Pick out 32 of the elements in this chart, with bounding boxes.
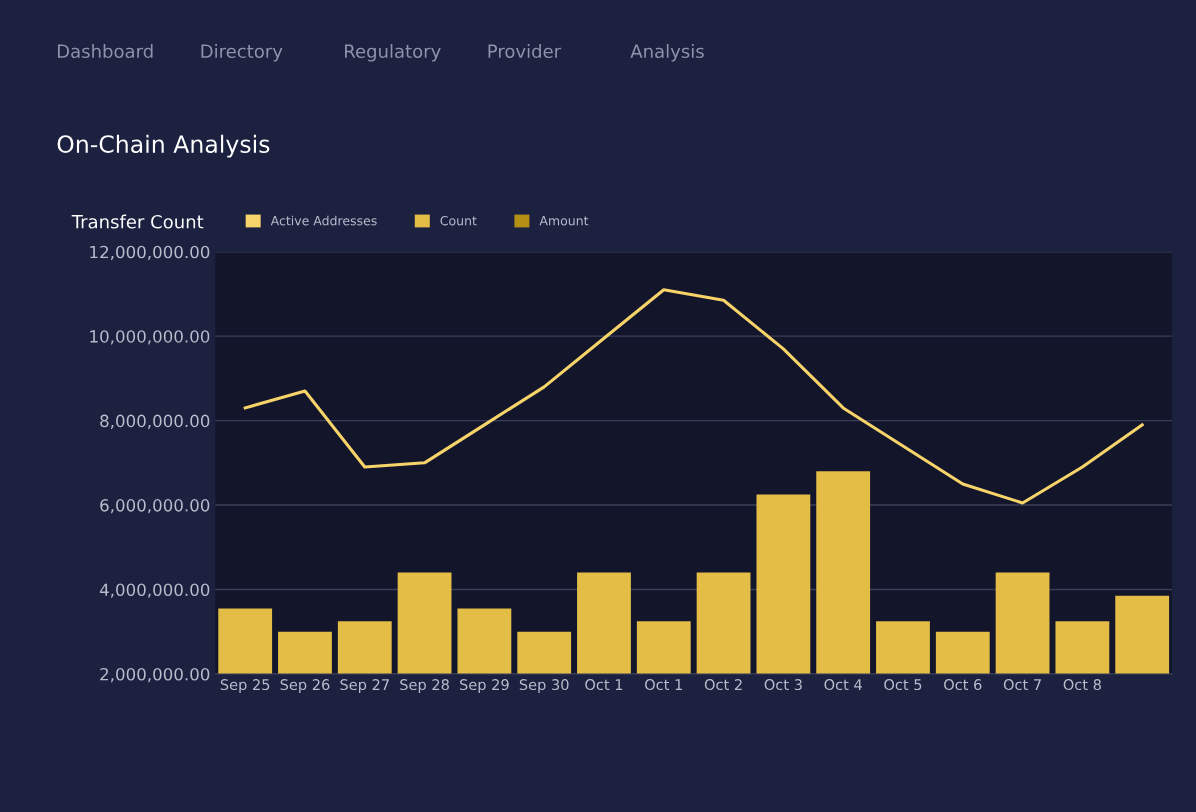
y-tick-label: 10,000,000.00 xyxy=(90,330,210,345)
x-tick-label: Oct 5 xyxy=(884,679,922,691)
text: Dashboard xyxy=(57,44,153,59)
line-series xyxy=(243,288,1144,505)
x-tick-label: Sep 29 xyxy=(460,679,509,693)
x-tick-label: Oct 1 xyxy=(645,679,682,691)
text: Directory xyxy=(201,44,283,62)
text: Analysis xyxy=(630,44,704,62)
x-tick-label: Oct 3 xyxy=(764,679,802,691)
x-tick-label: Oct 7 xyxy=(1003,679,1041,691)
x-tick-label: Oct 8 xyxy=(1063,679,1101,691)
x-tick-label: Sep 26 xyxy=(280,679,330,693)
chart-title: On-Chain Analysis xyxy=(57,134,270,158)
legend-label: Count xyxy=(440,215,477,226)
y-tick-label: 12,000,000.00 xyxy=(90,245,210,260)
text: Regulatory xyxy=(345,44,441,62)
y-tick-label: 6,000,000.00 xyxy=(100,499,210,514)
y-tick-label: 8,000,000.00 xyxy=(100,414,210,429)
x-tick-label: Oct 1 xyxy=(585,679,623,691)
chart-subtitle: Transfer Count xyxy=(71,214,204,229)
x-tick-label: Sep 27 xyxy=(340,679,389,693)
text: Provider xyxy=(488,44,562,59)
x-tick-label: Sep 30 xyxy=(519,679,569,693)
x-tick-label: Sep 28 xyxy=(400,679,449,693)
legend-label: Active Addresses xyxy=(270,215,377,226)
x-tick-label: Oct 2 xyxy=(704,679,742,691)
legend-label: Amount xyxy=(539,216,589,226)
x-tick-label: Sep 25 xyxy=(220,679,270,693)
y-tick-label: 2,000,000.00 xyxy=(100,667,210,683)
x-tick-label: Oct 6 xyxy=(944,679,982,691)
y-tick-label: 4,000,000.00 xyxy=(99,583,210,598)
x-tick-label: Oct 4 xyxy=(824,679,862,691)
